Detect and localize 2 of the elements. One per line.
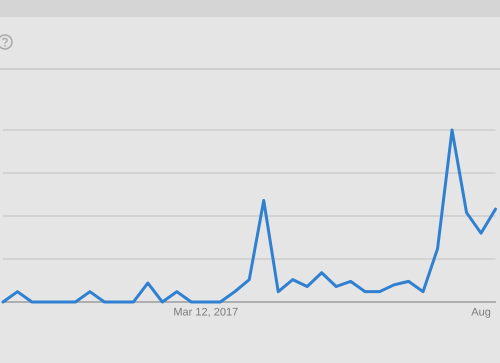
x-tick-label: Aug: [471, 306, 491, 318]
x-tick-label: Mar 12, 2017: [173, 306, 238, 318]
